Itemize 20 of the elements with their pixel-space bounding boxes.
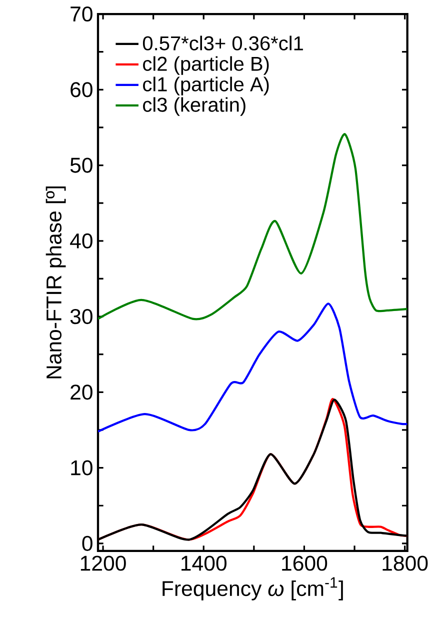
y-tick-label: 0	[82, 536, 92, 551]
legend-label: cl1 (particle A)	[143, 76, 269, 96]
y-tick-label: 60	[70, 82, 92, 98]
x-axis-title: Frequency ω [cm$^{-1}$]	[162, 577, 343, 600]
legend-label: cl2 (particle B)	[143, 56, 269, 75]
y-tick-label: 40	[70, 233, 92, 248]
y-tick-label: 30	[70, 308, 92, 324]
y-tick-label: 10	[71, 460, 92, 476]
legend-label: 0.57*cl3+ 0.36*cl1	[142, 36, 303, 50]
y-tick-label: 20	[70, 384, 92, 400]
x-tick-label: 1400	[182, 556, 226, 571]
y-tick-label: 50	[70, 158, 92, 173]
line-series	[98, 133, 408, 320]
y-axis-title: Nano-FTIR phase [º]	[46, 186, 66, 378]
legend-label: cl3 (keratin)	[143, 97, 246, 116]
x-tick-label: 1600	[282, 556, 328, 571]
line-series	[98, 302, 408, 433]
x-tick-label: 1200	[80, 556, 126, 571]
x-tick-label: 1800	[382, 556, 428, 571]
y-tick-label: 70	[70, 6, 92, 22]
